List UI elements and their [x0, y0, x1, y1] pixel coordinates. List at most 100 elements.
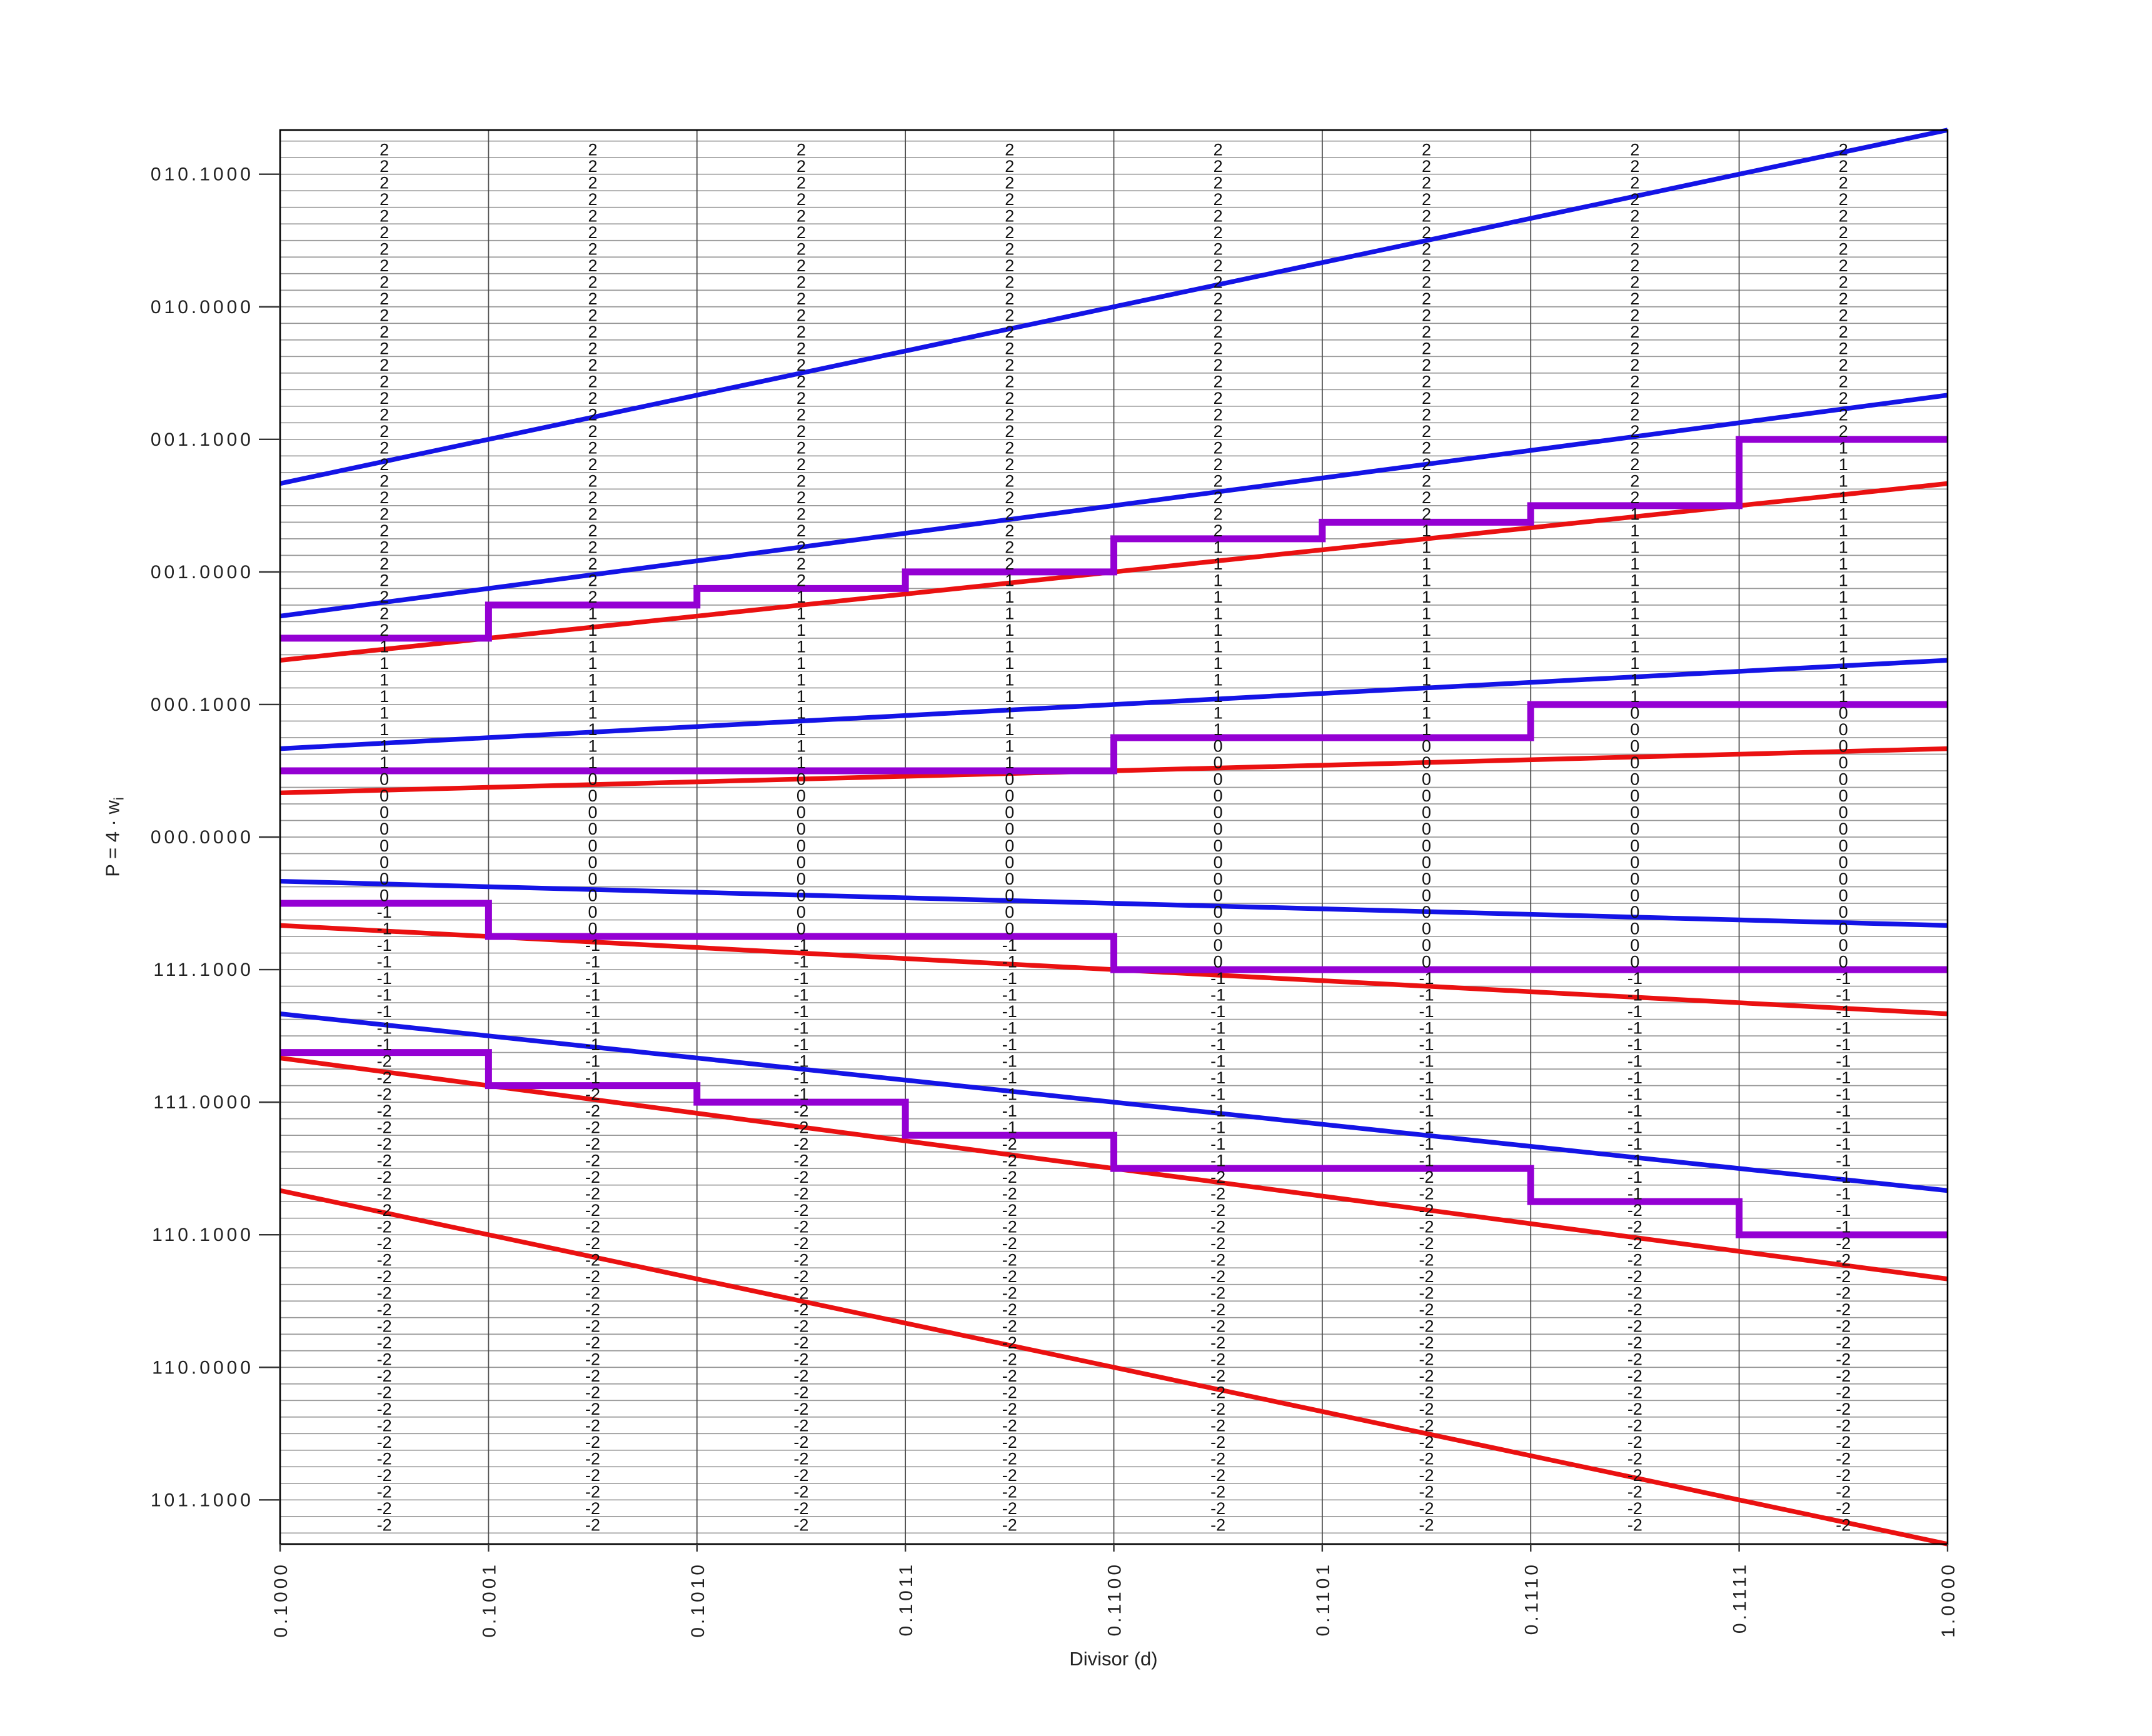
- digit-cell: 0: [1839, 952, 1848, 971]
- digit-cell: 2: [588, 373, 598, 391]
- digit-cell: 2: [1005, 505, 1014, 524]
- digit-cell: 0: [1422, 753, 1431, 772]
- digit-cell: 0: [1214, 936, 1223, 955]
- digit-cell: 0: [1005, 803, 1014, 822]
- x-axis-title: Divisor (d): [1069, 1648, 1158, 1670]
- digit-cell: 0: [1214, 853, 1223, 871]
- digit-cell: -2: [377, 1417, 392, 1435]
- digit-cell: -2: [1627, 1267, 1642, 1286]
- digit-cell: 0: [1630, 820, 1639, 838]
- digit-cell: -2: [793, 1201, 808, 1220]
- digit-cell: 0: [588, 820, 598, 838]
- digit-cell: -1: [1002, 1002, 1017, 1021]
- digit-cell: 0: [1422, 820, 1431, 838]
- digit-cell: -1: [793, 1035, 808, 1054]
- digit-cell: 0: [588, 770, 598, 789]
- digit-cell: -2: [1627, 1217, 1642, 1236]
- digit-cell: 2: [1839, 256, 1848, 275]
- digit-cell: -1: [1627, 1051, 1642, 1070]
- digit-cell: 1: [588, 704, 598, 723]
- digit-cell: 0: [1214, 952, 1223, 971]
- digit-cell: 2: [1630, 157, 1639, 176]
- digit-cell: -2: [1002, 1516, 1017, 1535]
- staircase: [280, 436, 1948, 642]
- digit-cell: -2: [1627, 1466, 1642, 1485]
- digit-cell: 0: [1839, 720, 1848, 739]
- digit-cell: 0: [1214, 870, 1223, 888]
- digit-cell: -2: [1002, 1250, 1017, 1269]
- digit-cell: -2: [585, 1317, 600, 1335]
- digit-cell: -1: [1627, 1151, 1642, 1170]
- digit-cell: -2: [1002, 1234, 1017, 1253]
- staircase: [280, 900, 1948, 973]
- digit-cell: -2: [1419, 1333, 1434, 1352]
- digit-cell: -2: [585, 1300, 600, 1319]
- digit-cell: 0: [797, 886, 806, 905]
- digit-cell: -2: [1002, 1184, 1017, 1203]
- digit-cell: 0: [797, 820, 806, 838]
- digit-cell: -1: [1002, 1118, 1017, 1136]
- digit-cell: -1: [1836, 985, 1851, 1004]
- digit-cell: -2: [585, 1400, 600, 1418]
- digit-cell: 2: [1214, 323, 1223, 341]
- digit-cell: 2: [1839, 140, 1848, 159]
- digit-cell: -2: [1002, 1400, 1017, 1418]
- digit-cell: 2: [1005, 339, 1014, 358]
- digit-cell: -2: [377, 1267, 392, 1286]
- digit-cell: 2: [1422, 323, 1431, 341]
- digit-cell: 2: [797, 422, 806, 441]
- digit-cell: 2: [1630, 239, 1639, 258]
- digit-cell: 2: [1005, 406, 1014, 424]
- digit-cell: 1: [1005, 605, 1014, 623]
- digit-cell: -1: [1836, 1085, 1851, 1103]
- digit-cell: 0: [1839, 853, 1848, 871]
- digit-cell: -1: [1627, 1118, 1642, 1136]
- digit-cell: 2: [380, 505, 389, 524]
- digit-cell: 2: [588, 239, 598, 258]
- digit-cell: 1: [1422, 687, 1431, 706]
- digit-cell: 2: [380, 406, 389, 424]
- digit-cell: 1: [1839, 472, 1848, 491]
- digit-cell: 0: [380, 803, 389, 822]
- digit-cell: -1: [793, 1018, 808, 1037]
- digit-cell: 0: [1839, 737, 1848, 756]
- digit-cell: -1: [793, 952, 808, 971]
- digit-cell: 0: [1214, 786, 1223, 805]
- digit-cell: 2: [1630, 389, 1639, 408]
- digit-cell: 2: [797, 273, 806, 291]
- digit-cell: 1: [1839, 671, 1848, 690]
- digit-cell: -2: [377, 1118, 392, 1136]
- digit-cell: 2: [1005, 173, 1014, 192]
- digit-cell: -2: [1002, 1267, 1017, 1286]
- digit-cell: -1: [1419, 1101, 1434, 1120]
- digit-cell: -1: [1002, 1051, 1017, 1070]
- digit-cell: 2: [380, 621, 389, 640]
- digit-cell: 0: [380, 853, 389, 871]
- digit-cell: 0: [797, 903, 806, 921]
- digit-cell: 2: [1214, 455, 1223, 474]
- digit-cell: -2: [793, 1300, 808, 1319]
- digit-cell: 2: [380, 289, 389, 308]
- digit-cell: 2: [1214, 356, 1223, 374]
- digit-cell: 0: [1422, 903, 1431, 921]
- x-tick-label: 0.1001: [479, 1562, 500, 1638]
- digit-cell: 2: [380, 173, 389, 192]
- digit-cell: -1: [377, 1035, 392, 1054]
- digit-cell: 1: [1214, 588, 1223, 606]
- digit-cell: -2: [793, 1217, 808, 1236]
- digit-cell: -1: [1210, 1135, 1225, 1153]
- digit-cell: -1: [585, 1035, 600, 1054]
- digit-cell: -2: [1627, 1483, 1642, 1502]
- digit-cell: -2: [1419, 1317, 1434, 1335]
- digit-cell: -2: [585, 1118, 600, 1136]
- digit-cell: -2: [1419, 1417, 1434, 1435]
- digit-cell: -2: [377, 1201, 392, 1220]
- digit-cell: -1: [1627, 1035, 1642, 1054]
- digit-cell: 0: [1214, 903, 1223, 921]
- digit-cell: 2: [1214, 273, 1223, 291]
- digit-cell: 2: [1630, 439, 1639, 458]
- digit-cell: 2: [1839, 389, 1848, 408]
- digit-cell: 1: [1630, 521, 1639, 540]
- digit-cell: -2: [793, 1184, 808, 1203]
